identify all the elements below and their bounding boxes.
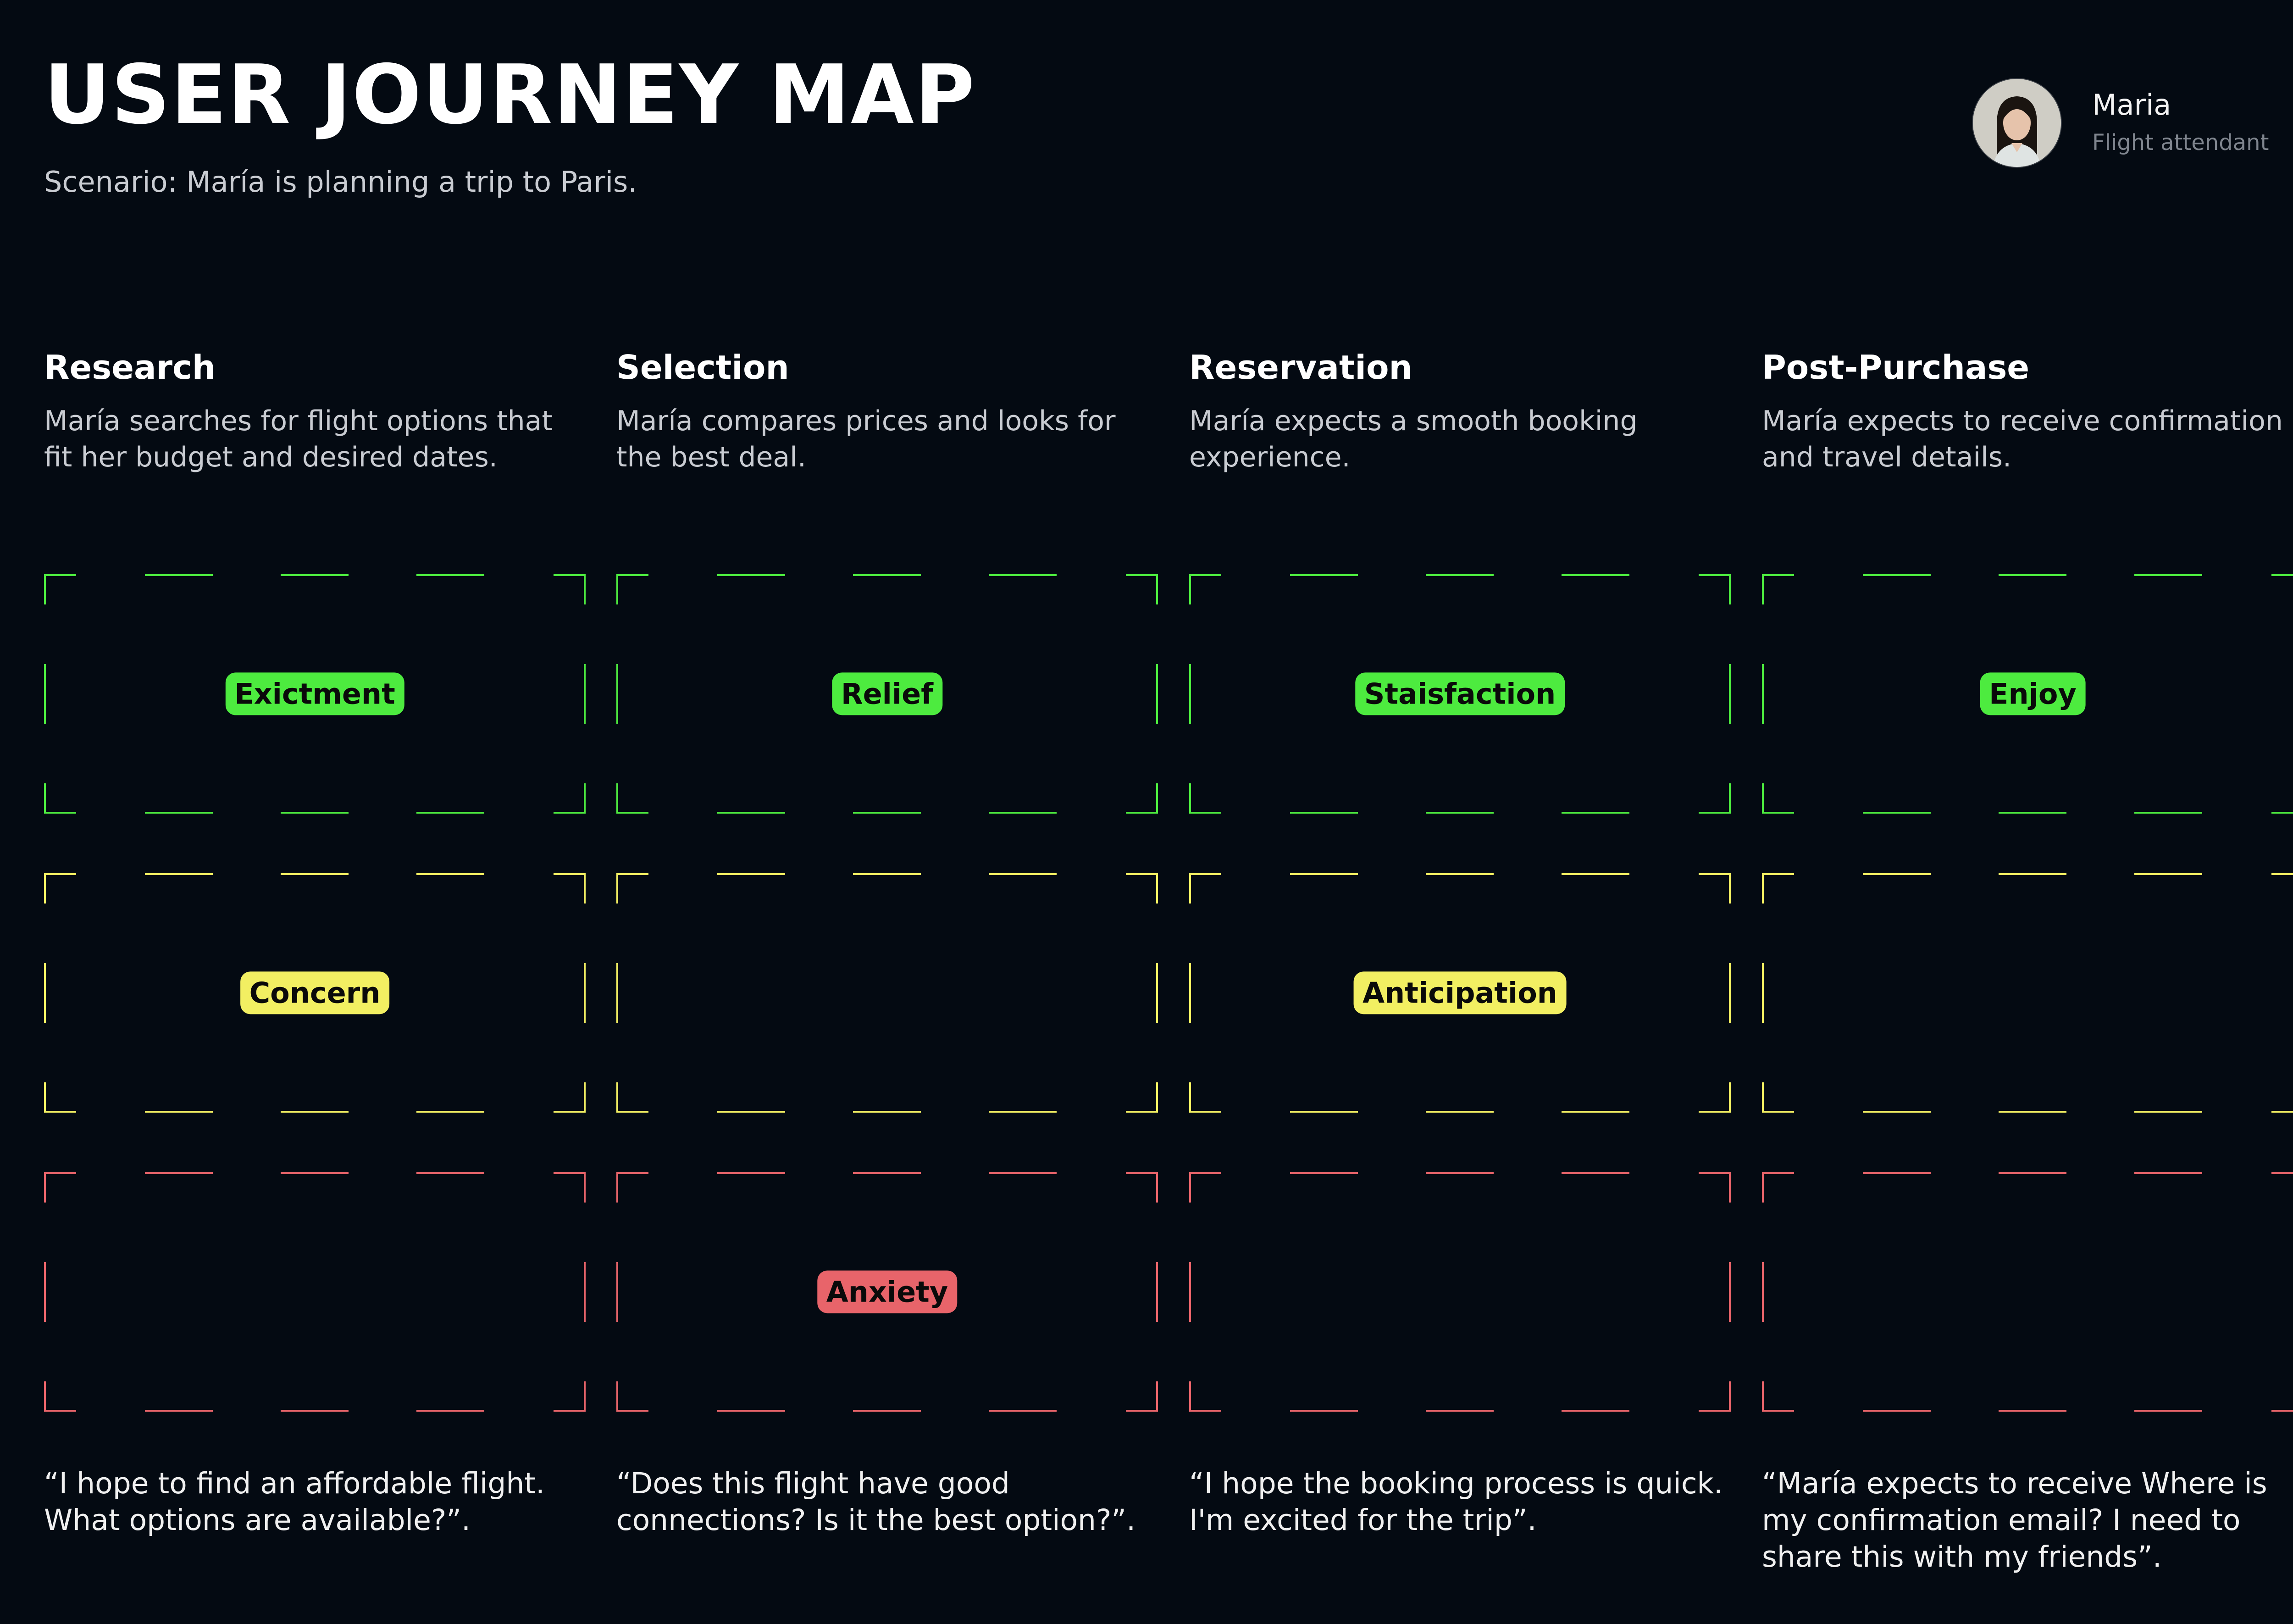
emotion-cell-neutral: Anticipation: [1189, 873, 1731, 1113]
stage-description: María expects a smooth booking experienc…: [1189, 405, 1638, 473]
emotion-cell-positive: Exictment: [44, 574, 586, 814]
emotion-badge: Staisfaction: [1355, 672, 1565, 715]
stage-reservation: Reservation María expects a smooth booki…: [1189, 351, 1730, 476]
stage-title: Selection: [616, 348, 789, 387]
emotion-cell-negative: [44, 1172, 586, 1412]
page-title: USER JOURNEY MAP: [44, 47, 976, 142]
emotion-badge: Relief: [831, 672, 943, 715]
persona-card: Maria Flight attendant: [1972, 78, 2293, 170]
scenario-text: Scenario: María is planning a trip to Pa…: [44, 165, 637, 199]
persona-name: Maria: [2092, 88, 2171, 122]
emotion-badge: Exictment: [225, 672, 404, 715]
emotion-badge: Concern: [240, 971, 390, 1014]
person-avatar-icon: [1972, 78, 2062, 168]
stage-quote: “I hope the booking process is quick. I'…: [1189, 1467, 1723, 1537]
stage-quote: “Does this flight have good connections?…: [616, 1467, 1136, 1537]
stage-description: María compares prices and looks for the …: [616, 405, 1116, 473]
emotion-cell-negative: [1762, 1172, 2293, 1412]
emotion-cell-positive: Relief: [616, 574, 1158, 814]
emotion-badge: Anticipation: [1353, 971, 1567, 1014]
stage-selection: Selection María compares prices and look…: [616, 351, 1158, 476]
stage-description: María searches for flight options that f…: [44, 405, 553, 473]
stage-quote: “María expects to receive Where is my co…: [1762, 1467, 2267, 1574]
emotion-cell-positive: Enjoy: [1762, 574, 2293, 814]
emotion-cell-negative: Anxiety: [616, 1172, 1158, 1412]
stage-title: Reservation: [1189, 348, 1412, 387]
stage-quote: “I hope to find an affordable flight. Wh…: [44, 1467, 545, 1537]
stage-title: Research: [44, 348, 216, 387]
stage-research: Research María searches for flight optio…: [44, 351, 585, 476]
emotion-cell-neutral: [616, 873, 1158, 1113]
emotion-cell-neutral: [1762, 873, 2293, 1113]
stage-description: María expects to receive confirmation an…: [1762, 405, 2283, 473]
persona-role: Flight attendant: [2092, 130, 2269, 155]
emotion-cell-positive: Staisfaction: [1189, 574, 1731, 814]
emotion-cell-neutral: Concern: [44, 873, 586, 1113]
emotion-cell-negative: [1189, 1172, 1731, 1412]
stage-title: Post-Purchase: [1762, 348, 2030, 387]
stage-post-purchase: Post-Purchase María expects to receive c…: [1762, 351, 2293, 476]
emotion-badge: Enjoy: [1980, 672, 2086, 715]
emotion-badge: Anxiety: [817, 1270, 958, 1314]
